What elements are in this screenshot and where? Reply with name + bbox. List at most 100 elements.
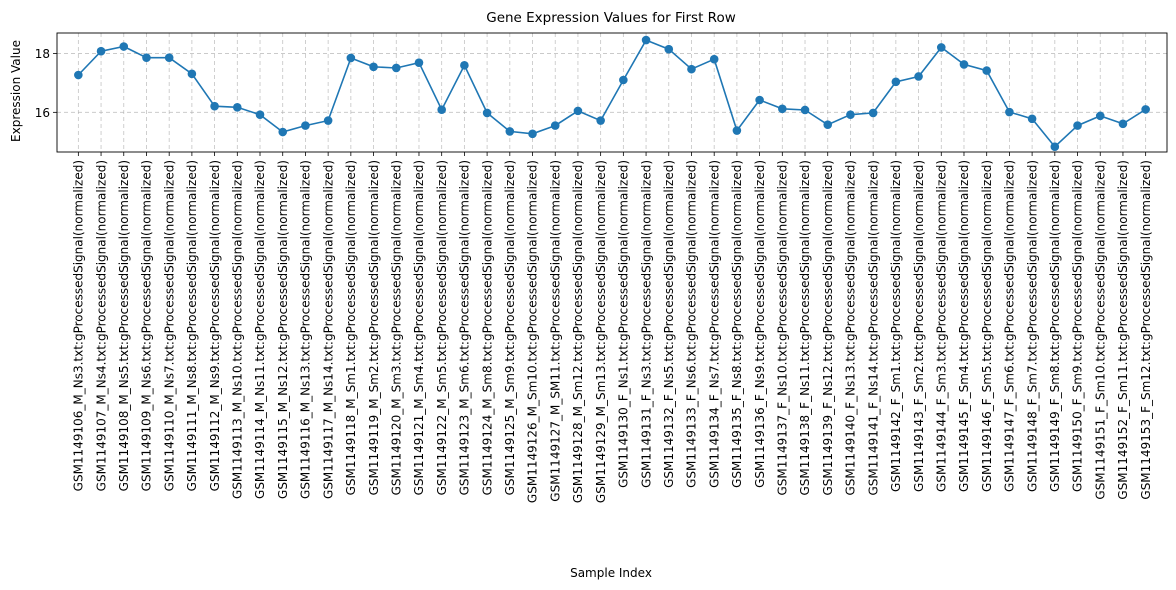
x-tick-label: GSM1149112_M_Ns9.txt:gProcessedSignal(no… bbox=[208, 160, 222, 491]
x-tick-label: GSM1149125_M_Sm9.txt:gProcessedSignal(no… bbox=[503, 160, 517, 495]
data-point bbox=[687, 64, 696, 74]
data-point bbox=[1141, 105, 1150, 114]
data-point bbox=[664, 44, 674, 54]
x-axis-label: Sample Index bbox=[570, 566, 652, 580]
x-tick-label: GSM1149134_F_Ns7.txt:gProcessedSignal(no… bbox=[707, 160, 721, 488]
data-point bbox=[301, 121, 310, 130]
data-point bbox=[255, 110, 265, 119]
x-tick-label: GSM1149117_M_Ns14.txt:gProcessedSignal(n… bbox=[321, 160, 335, 499]
y-tick-label: 18 bbox=[35, 47, 50, 61]
data-point bbox=[460, 61, 469, 70]
data-point bbox=[482, 108, 492, 118]
x-tick-label: GSM1149113_M_Ns10.txt:gProcessedSignal(n… bbox=[231, 160, 245, 499]
x-tick-label: GSM1149131_F_Ns3.txt:gProcessedSignal(no… bbox=[639, 160, 653, 488]
data-point bbox=[233, 103, 242, 112]
data-point bbox=[210, 101, 219, 111]
x-tick-label: GSM1149124_M_Sm8.txt:gProcessedSignal(no… bbox=[480, 160, 494, 495]
x-tick-label: GSM1149148_F_Sm7.txt:gProcessedSignal(no… bbox=[1025, 160, 1039, 492]
x-tick-label: GSM1149150_F_Sm9.txt:gProcessedSignal(no… bbox=[1071, 160, 1085, 492]
x-tick-label: GSM1149114_M_Ns11.txt:gProcessedSignal(n… bbox=[253, 160, 267, 499]
x-tick-label: GSM1149107_M_Ns4.txt:gProcessedSignal(no… bbox=[94, 160, 108, 491]
data-point bbox=[641, 35, 651, 45]
x-tick-label: GSM1149145_F_Sm4.txt:gProcessedSignal(no… bbox=[957, 160, 971, 492]
data-point bbox=[164, 53, 174, 62]
x-tick-label: GSM1149115_M_Ns12.txt:gProcessedSignal(n… bbox=[276, 160, 290, 499]
x-tick-label: GSM1149126_M_Sm10.txt:gProcessedSignal(n… bbox=[526, 160, 540, 503]
x-tick-label: GSM1149152_F_Sm11.txt:gProcessedSignal(n… bbox=[1116, 160, 1130, 500]
x-tick-label: GSM1149119_M_Sm2.txt:gProcessedSignal(no… bbox=[367, 160, 381, 495]
data-point bbox=[278, 127, 288, 137]
data-point bbox=[709, 54, 719, 64]
x-tick-label: GSM1149122_M_Sm5.txt:gProcessedSignal(no… bbox=[435, 160, 449, 495]
data-point bbox=[891, 77, 901, 87]
data-point bbox=[505, 127, 515, 136]
data-points bbox=[74, 35, 1150, 152]
x-tick-label: GSM1149133_F_Ns6.txt:gProcessedSignal(no… bbox=[685, 160, 699, 488]
plot-frame bbox=[56, 32, 1168, 153]
y-tick-label: 16 bbox=[35, 106, 50, 120]
data-point bbox=[1073, 121, 1082, 130]
data-point bbox=[936, 43, 946, 52]
x-tick-label: GSM1149143_F_Sm2.txt:gProcessedSignal(no… bbox=[912, 160, 926, 492]
y-axis-label: Expression Value bbox=[9, 40, 23, 142]
x-tick-label: GSM1149116_M_Ns13.txt:gProcessedSignal(n… bbox=[299, 160, 313, 499]
x-tick-label: GSM1149120_M_Sm3.txt:gProcessedSignal(no… bbox=[389, 160, 403, 495]
data-point bbox=[778, 104, 787, 114]
x-tick-label: GSM1149106_M_Ns3.txt:gProcessedSignal(no… bbox=[72, 160, 86, 491]
x-tick-label: GSM1149108_M_Ns5.txt:gProcessedSignal(no… bbox=[117, 160, 131, 491]
data-point bbox=[528, 129, 537, 139]
data-point bbox=[823, 120, 833, 129]
data-point bbox=[573, 106, 583, 116]
x-tick-label: GSM1149138_F_Ns11.txt:gProcessedSignal(n… bbox=[798, 160, 812, 496]
data-point bbox=[868, 108, 878, 118]
data-point bbox=[1027, 114, 1037, 124]
x-axis-ticks: GSM1149106_M_Ns3.txt:gProcessedSignal(no… bbox=[72, 152, 1153, 503]
data-point bbox=[596, 116, 605, 125]
data-point bbox=[959, 60, 969, 69]
x-tick-label: GSM1149111_M_Ns8.txt:gProcessedSignal(no… bbox=[185, 160, 199, 491]
data-point bbox=[755, 95, 764, 105]
x-tick-label: GSM1149132_F_Ns5.txt:gProcessedSignal(no… bbox=[662, 160, 676, 488]
x-tick-label: GSM1149135_F_Ns8.txt:gProcessedSignal(no… bbox=[730, 160, 744, 488]
data-point bbox=[96, 46, 106, 56]
x-tick-label: GSM1149128_M_Sm12.txt:gProcessedSignal(n… bbox=[571, 160, 585, 503]
chart-title: Gene Expression Values for First Row bbox=[486, 10, 736, 26]
data-point bbox=[550, 121, 560, 130]
x-tick-label: GSM1149137_F_Ns10.txt:gProcessedSignal(n… bbox=[776, 160, 790, 496]
data-point bbox=[1005, 107, 1014, 117]
data-point bbox=[74, 70, 83, 80]
x-tick-label: GSM1149153_F_Sm12.txt:gProcessedSignal(n… bbox=[1139, 160, 1153, 500]
grid-lines bbox=[57, 33, 1167, 152]
x-tick-label: GSM1149151_F_Sm10.txt:gProcessedSignal(n… bbox=[1093, 160, 1107, 500]
data-point bbox=[846, 110, 855, 119]
series-line bbox=[77, 39, 1147, 148]
data-point bbox=[1095, 111, 1105, 121]
x-tick-label: GSM1149121_M_Sm4.txt:gProcessedSignal(no… bbox=[412, 160, 426, 495]
x-tick-label: GSM1149146_F_Sm5.txt:gProcessedSignal(no… bbox=[980, 160, 994, 492]
data-point bbox=[982, 66, 991, 75]
data-point bbox=[914, 72, 923, 81]
data-point bbox=[619, 75, 628, 85]
data-point bbox=[119, 42, 129, 51]
data-point bbox=[414, 58, 424, 67]
x-tick-label: GSM1149110_M_Ns7.txt:gProcessedSignal(no… bbox=[162, 160, 176, 491]
x-tick-label: GSM1149118_M_Sm1.txt:gProcessedSignal(no… bbox=[344, 160, 358, 495]
data-point bbox=[800, 105, 810, 115]
data-point bbox=[1118, 119, 1128, 129]
data-point bbox=[346, 53, 356, 63]
x-tick-label: GSM1149147_F_Sm6.txt:gProcessedSignal(no… bbox=[1003, 160, 1017, 492]
data-point bbox=[437, 105, 446, 114]
data-point bbox=[391, 63, 401, 73]
x-tick-label: GSM1149139_F_Ns12.txt:gProcessedSignal(n… bbox=[821, 160, 835, 496]
x-tick-label: GSM1149129_M_Sm13.txt:gProcessedSignal(n… bbox=[594, 160, 608, 503]
x-tick-label: GSM1149142_F_Sm1.txt:gProcessedSignal(no… bbox=[889, 160, 903, 492]
data-point bbox=[187, 69, 197, 79]
data-point bbox=[142, 53, 151, 62]
x-tick-label: GSM1149141_F_Ns14.txt:gProcessedSignal(n… bbox=[866, 160, 880, 496]
x-tick-label: GSM1149109_M_Ns6.txt:gProcessedSignal(no… bbox=[140, 160, 154, 491]
data-point bbox=[732, 126, 742, 135]
x-tick-label: GSM1149127_M_SM11.txt:gProcessedSignal(n… bbox=[548, 160, 562, 502]
data-point bbox=[1050, 142, 1060, 152]
